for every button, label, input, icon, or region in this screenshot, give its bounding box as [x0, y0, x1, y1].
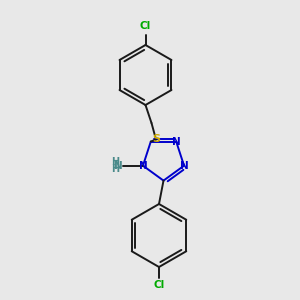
Text: N: N — [139, 161, 147, 171]
Text: H: H — [111, 164, 119, 174]
Text: H: H — [111, 157, 119, 167]
Text: S: S — [152, 134, 160, 145]
Text: Cl: Cl — [153, 280, 165, 290]
Text: N: N — [172, 136, 181, 146]
Text: N: N — [114, 161, 123, 171]
Text: N: N — [180, 161, 188, 171]
Text: Cl: Cl — [140, 22, 151, 32]
